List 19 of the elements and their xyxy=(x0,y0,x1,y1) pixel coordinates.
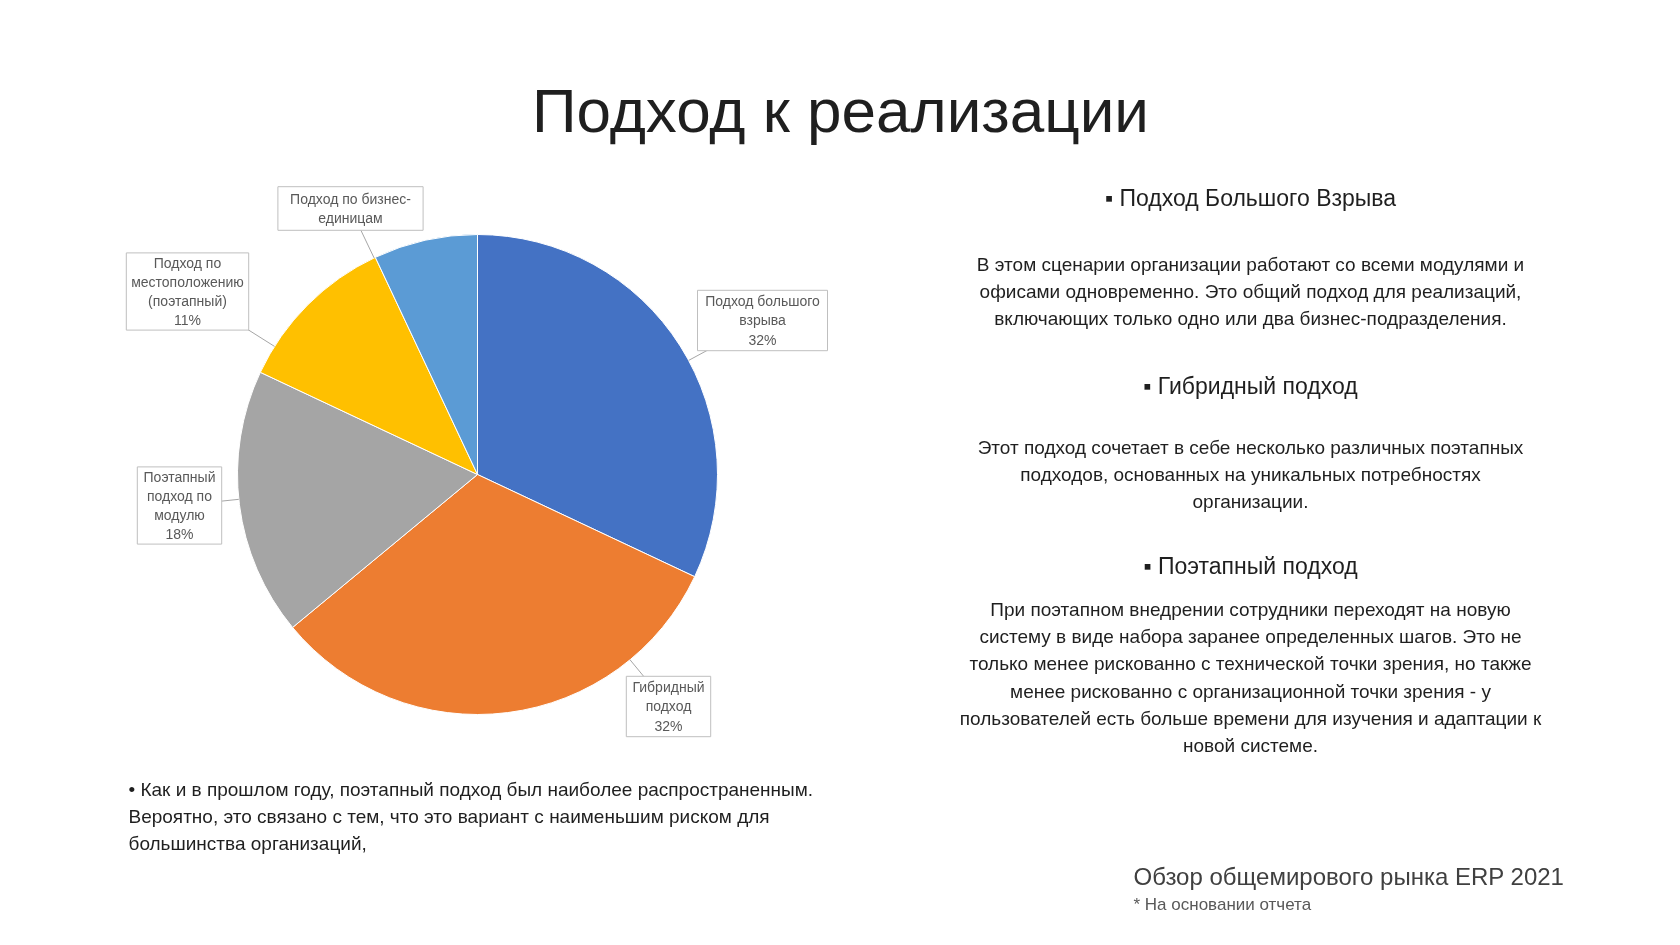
slice-label: Подход по бизнес-единицам xyxy=(290,190,412,227)
slice-label: Поэтапный подход по модулю xyxy=(143,468,216,524)
text: Этот подход сочетает в себе несколько различных поэтапных подходов, основанных на уникальных потребностях организации. xyxy=(977,436,1524,513)
text: * На основании отчета xyxy=(1133,895,1312,914)
text: ▪ Гибридный подход xyxy=(1143,372,1359,399)
slice-label: Подход большого взрыва xyxy=(705,293,821,329)
data-label: 18% xyxy=(165,526,194,543)
chart-title: Подход к реализации xyxy=(532,76,1149,145)
text: Обзор общемирового рынка ERP 2021 xyxy=(1133,863,1564,890)
slice-label: Гибридный подход xyxy=(632,679,705,715)
data-label: 32% xyxy=(654,717,683,734)
text: ▪ Поэтапный подход xyxy=(1143,552,1359,579)
slice-label: Подход по местоположению (поэтапный) xyxy=(131,254,244,310)
text: При поэтапном внедрении сотрудники переходят на новую систему в виде набора заранее определенных шагов. Это не только менее рискованно с технической точки зрения, но также менее рискованно с организационной точки зрения - у пользователей есть больше времени для изучения и адаптации к новой системе. xyxy=(959,598,1542,757)
text: • Как и в прошлом году, поэтапный подход был наиболее распространенным. Вероятно, это связано с тем, что это вариант с наименьшим риском для большинства организаций, xyxy=(128,778,814,855)
text: ▪ Подход Большого Взрыва xyxy=(1104,184,1397,211)
text: В этом сценарии организации работают со всеми модулями и офисами одновременно. Это общий подход для реализаций, включающих только одно или два бизнес-подразделения. xyxy=(976,253,1525,330)
data-label: 11% xyxy=(174,312,201,329)
data-label: 32% xyxy=(748,331,777,348)
